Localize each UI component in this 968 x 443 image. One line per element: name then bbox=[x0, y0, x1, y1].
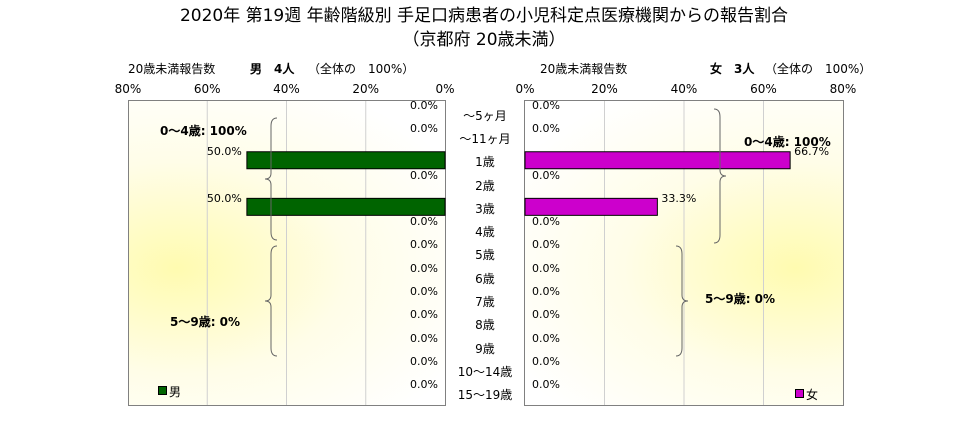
female-brace-5-9 bbox=[675, 245, 689, 357]
female-header-count: 女 3人 bbox=[710, 62, 755, 76]
category-label: 9歳 bbox=[475, 341, 495, 356]
category-label: 6歳 bbox=[475, 271, 495, 286]
female-header-total: （全体の 100%） bbox=[765, 62, 872, 76]
category-label: 10～14歳 bbox=[457, 364, 513, 379]
male-legend-swatch bbox=[158, 386, 167, 395]
category-label: 5歳 bbox=[475, 248, 495, 263]
male-group-5-9: 5～9歳: 0% bbox=[170, 315, 241, 329]
female-data-label: 0.0% bbox=[532, 215, 560, 229]
male-data-label: 0.0% bbox=[410, 285, 438, 299]
male-data-label: 50.0% bbox=[206, 191, 242, 205]
male-x-tick-label: 80% bbox=[114, 82, 142, 96]
female-data-label: 0.0% bbox=[532, 378, 560, 392]
female-data-label: 0.0% bbox=[532, 168, 560, 182]
female-data-label: 0.0% bbox=[532, 238, 560, 252]
category-label: 4歳 bbox=[475, 225, 495, 240]
female-x-tick-label: 0% bbox=[515, 82, 535, 96]
female-header-label: 20歳未満報告数 bbox=[540, 62, 628, 76]
female-bar bbox=[524, 197, 658, 216]
female-brace-0-4 bbox=[713, 108, 727, 244]
category-label: 8歳 bbox=[475, 318, 495, 333]
female-x-tick-label: 60% bbox=[750, 82, 777, 96]
male-data-label: 0.0% bbox=[410, 98, 438, 112]
category-label: 7歳 bbox=[475, 295, 495, 310]
male-bar bbox=[246, 151, 446, 170]
female-group-5-9: 5～9歳: 0% bbox=[705, 292, 776, 306]
female-data-label: 0.0% bbox=[532, 308, 560, 322]
male-data-label: 0.0% bbox=[410, 168, 438, 182]
female-bar bbox=[524, 151, 791, 170]
female-data-label: 0.0% bbox=[532, 285, 560, 299]
male-legend: 男 bbox=[158, 385, 181, 399]
female-group-0-4: 0～4歳: 100% bbox=[744, 135, 831, 149]
female-data-label: 66.7% bbox=[794, 145, 830, 159]
chart-subtitle: （京都府 20歳未満） bbox=[402, 30, 566, 50]
category-label: 3歳 bbox=[475, 201, 495, 216]
male-legend-label: 男 bbox=[169, 385, 182, 399]
male-group-0-4: 0～4歳: 100% bbox=[160, 124, 247, 138]
male-data-label: 0.0% bbox=[410, 238, 438, 252]
male-data-label: 50.0% bbox=[206, 145, 242, 159]
male-header-total: （全体の 100%） bbox=[308, 62, 415, 76]
male-x-tick-label: 0% bbox=[435, 82, 455, 96]
category-label: ～11ヶ月 bbox=[459, 131, 511, 146]
male-data-label: 0.0% bbox=[410, 261, 438, 275]
female-legend-label: 女 bbox=[806, 388, 819, 402]
female-legend: 女 bbox=[795, 388, 818, 402]
male-x-tick-label: 40% bbox=[273, 82, 300, 96]
male-data-label: 0.0% bbox=[410, 331, 438, 345]
male-data-label: 0.0% bbox=[410, 121, 438, 135]
category-label: ～5ヶ月 bbox=[463, 108, 507, 123]
chart-title: 2020年 第19週 年齢階級別 手足口病患者の小児科定点医療機関からの報告割合 bbox=[179, 6, 789, 26]
female-legend-swatch bbox=[795, 389, 804, 398]
category-label: 15～19歳 bbox=[457, 388, 513, 403]
male-x-tick-label: 60% bbox=[193, 82, 221, 96]
male-data-label: 0.0% bbox=[410, 378, 438, 392]
male-header-count: 男 4人 bbox=[250, 62, 295, 76]
female-data-label: 0.0% bbox=[532, 331, 560, 345]
male-brace-5-9 bbox=[264, 245, 278, 357]
category-label: 1歳 bbox=[475, 155, 495, 170]
male-data-label: 0.0% bbox=[410, 354, 438, 368]
category-label: 2歳 bbox=[475, 178, 495, 193]
female-data-label: 0.0% bbox=[532, 121, 560, 135]
female-x-tick-label: 20% bbox=[591, 82, 618, 96]
female-data-label: 0.0% bbox=[532, 354, 560, 368]
male-data-label: 0.0% bbox=[410, 308, 438, 322]
male-x-tick-label: 20% bbox=[352, 82, 380, 96]
female-x-tick-label: 80% bbox=[829, 82, 857, 96]
male-data-label: 0.0% bbox=[410, 215, 438, 229]
male-brace-0-4 bbox=[264, 117, 278, 241]
female-x-tick-label: 40% bbox=[670, 82, 698, 96]
male-header-label: 20歳未満報告数 bbox=[128, 62, 216, 76]
female-data-label: 33.3% bbox=[661, 191, 697, 205]
female-data-label: 0.0% bbox=[532, 261, 560, 275]
male-bar bbox=[246, 197, 446, 216]
female-data-label: 0.0% bbox=[532, 98, 560, 112]
